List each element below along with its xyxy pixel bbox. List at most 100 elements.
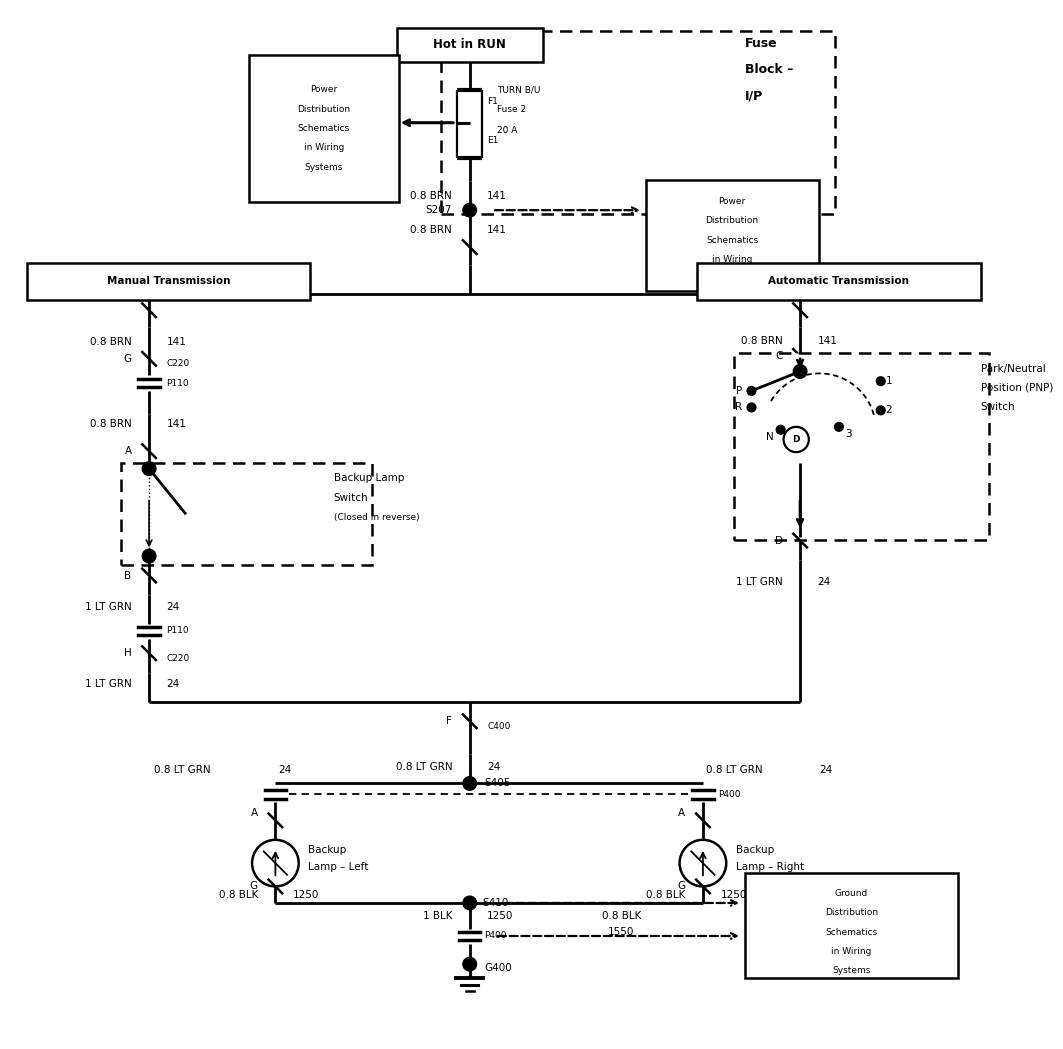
Text: P: P xyxy=(736,386,742,395)
Text: C220: C220 xyxy=(167,359,190,368)
Text: Park/Neutral: Park/Neutral xyxy=(981,364,1046,373)
Bar xyxy=(249,55,400,202)
Text: Power: Power xyxy=(310,85,338,94)
Text: Backup: Backup xyxy=(308,844,347,855)
Text: 0.8 BLK: 0.8 BLK xyxy=(602,911,641,921)
Text: A: A xyxy=(678,808,686,817)
Text: 141: 141 xyxy=(167,338,186,347)
Text: 0.8 BLK: 0.8 BLK xyxy=(646,891,686,900)
Text: S207: S207 xyxy=(426,206,452,215)
Text: G: G xyxy=(250,881,258,892)
Text: I/P: I/P xyxy=(745,90,763,103)
Text: Block –: Block – xyxy=(745,63,793,76)
Text: 0.8 BRN: 0.8 BRN xyxy=(741,337,782,346)
Text: B: B xyxy=(124,571,132,580)
Circle shape xyxy=(462,958,476,971)
Text: Backup Lamp: Backup Lamp xyxy=(334,473,404,484)
Text: 1 LT GRN: 1 LT GRN xyxy=(736,577,782,587)
Text: R: R xyxy=(735,403,742,412)
Text: Distribution: Distribution xyxy=(298,105,351,113)
Text: (Closed in reverse): (Closed in reverse) xyxy=(334,513,419,521)
Text: Automatic Transmission: Automatic Transmission xyxy=(769,276,910,286)
Text: 0.8 LT GRN: 0.8 LT GRN xyxy=(154,765,210,775)
Text: 141: 141 xyxy=(167,419,186,429)
Text: C220: C220 xyxy=(167,654,190,663)
Text: D: D xyxy=(775,536,782,545)
Text: 0.8 BLK: 0.8 BLK xyxy=(219,891,258,900)
Text: 0.8 LT GRN: 0.8 LT GRN xyxy=(706,765,762,775)
Text: Manual Transmission: Manual Transmission xyxy=(106,276,231,286)
Text: 24: 24 xyxy=(820,765,832,775)
Text: H: H xyxy=(123,648,132,658)
Text: 3: 3 xyxy=(845,429,851,438)
Text: 0.8 LT GRN: 0.8 LT GRN xyxy=(395,762,452,772)
Text: P400: P400 xyxy=(485,932,507,941)
Text: Schematics: Schematics xyxy=(298,124,350,133)
Text: 0.8 BRN: 0.8 BRN xyxy=(410,191,452,200)
Text: S410: S410 xyxy=(483,898,509,908)
Bar xyxy=(697,262,981,300)
Text: P400: P400 xyxy=(719,790,741,798)
Text: N: N xyxy=(766,431,774,442)
Text: Systems: Systems xyxy=(832,966,871,976)
Text: D: D xyxy=(792,435,800,444)
Text: Switch: Switch xyxy=(334,493,368,502)
Text: E1: E1 xyxy=(487,135,499,145)
Text: 2: 2 xyxy=(885,405,892,415)
Text: in Wiring: in Wiring xyxy=(304,144,344,152)
Text: 141: 141 xyxy=(817,337,838,346)
Text: G: G xyxy=(123,354,132,364)
Text: A: A xyxy=(251,808,258,817)
Text: S405: S405 xyxy=(485,778,510,789)
Text: Systems: Systems xyxy=(713,275,752,283)
Text: Fuse 2: Fuse 2 xyxy=(496,105,526,113)
Text: 1250: 1250 xyxy=(721,891,747,900)
Text: Fuse: Fuse xyxy=(745,37,777,49)
Text: 0.8 BRN: 0.8 BRN xyxy=(90,419,132,429)
Bar xyxy=(645,179,819,292)
Text: Lamp – Right: Lamp – Right xyxy=(736,862,804,872)
Text: Distribution: Distribution xyxy=(706,216,759,226)
Text: G400: G400 xyxy=(485,963,512,973)
Text: 1550: 1550 xyxy=(608,927,635,937)
Text: 1: 1 xyxy=(885,377,892,386)
Circle shape xyxy=(876,377,885,386)
Circle shape xyxy=(793,365,807,379)
Text: Systems: Systems xyxy=(305,163,343,172)
Text: F1: F1 xyxy=(487,97,499,106)
Text: 20 A: 20 A xyxy=(496,126,518,135)
Circle shape xyxy=(747,403,756,412)
Text: 24: 24 xyxy=(279,765,291,775)
Text: 1 BLK: 1 BLK xyxy=(423,911,452,921)
Circle shape xyxy=(876,406,885,414)
Bar xyxy=(441,31,834,214)
Circle shape xyxy=(747,386,756,395)
Circle shape xyxy=(142,462,156,475)
Text: C400: C400 xyxy=(487,722,510,730)
Text: 24: 24 xyxy=(487,762,501,772)
Text: A: A xyxy=(124,446,132,456)
Circle shape xyxy=(834,423,843,431)
Text: C: C xyxy=(775,351,782,361)
Circle shape xyxy=(462,204,476,217)
Text: 1250: 1250 xyxy=(293,891,319,900)
Text: 1 LT GRN: 1 LT GRN xyxy=(85,602,132,612)
Text: Backup: Backup xyxy=(736,844,774,855)
Circle shape xyxy=(462,776,476,790)
Text: G: G xyxy=(677,881,686,892)
Text: Schematics: Schematics xyxy=(706,236,758,244)
Text: Position (PNP): Position (PNP) xyxy=(981,383,1053,393)
Text: 1250: 1250 xyxy=(487,911,513,921)
Bar xyxy=(396,28,542,62)
Text: in Wiring: in Wiring xyxy=(831,947,872,956)
Text: 24: 24 xyxy=(817,577,831,587)
Text: Lamp – Left: Lamp – Left xyxy=(308,862,369,872)
Text: Switch: Switch xyxy=(981,403,1015,412)
Text: P110: P110 xyxy=(167,626,189,636)
Text: Distribution: Distribution xyxy=(825,908,878,917)
Bar xyxy=(745,873,959,978)
Text: in Wiring: in Wiring xyxy=(712,255,753,264)
Text: Hot in RUN: Hot in RUN xyxy=(434,39,506,51)
Text: TURN B/U: TURN B/U xyxy=(496,85,540,94)
Text: 141: 141 xyxy=(487,191,507,200)
